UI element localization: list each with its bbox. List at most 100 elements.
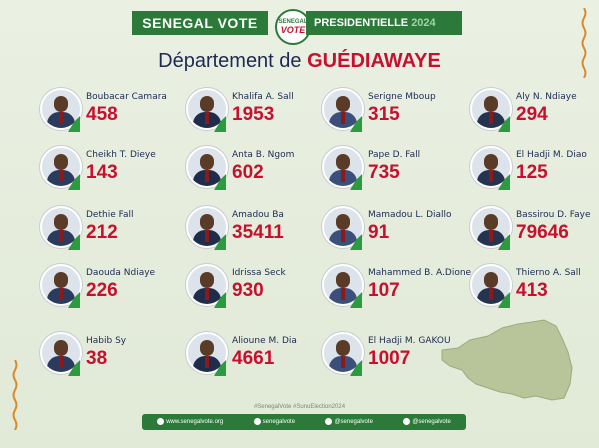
- candidate-votes: 735: [368, 162, 400, 183]
- candidate-votes: 315: [368, 104, 400, 125]
- candidate-photo: [322, 332, 364, 374]
- check-mark-icon: [498, 234, 510, 250]
- candidate-name: El Hadji M. GAKOU: [368, 336, 451, 346]
- check-mark-icon: [350, 360, 362, 376]
- candidate-photo: [186, 146, 228, 188]
- candidate-card: Thierno A. Sall 413: [470, 264, 599, 312]
- check-mark-icon: [498, 116, 510, 132]
- logo-text-bottom: VOTE: [280, 25, 306, 35]
- candidate-name: Dethie Fall: [86, 210, 134, 220]
- check-mark-icon: [350, 116, 362, 132]
- footer-facebook[interactable]: senegalvote: [253, 418, 296, 426]
- candidate-votes: 212: [86, 222, 118, 243]
- candidate-photo: [40, 332, 82, 374]
- candidate-votes: 38: [86, 348, 108, 369]
- candidate-card: Aly N. Ndiaye 294: [470, 88, 599, 136]
- candidate-votes: 35411: [232, 222, 284, 243]
- candidate-name: Pape D. Fall: [368, 150, 421, 160]
- candidate-name: Cheikh T. Dieye: [86, 150, 156, 160]
- candidate-name: Anta B. Ngom: [232, 150, 295, 160]
- footer-website[interactable]: www.senegalvote.org: [157, 418, 224, 426]
- brand-label: SENEGAL VOTE: [132, 11, 268, 35]
- hashtags: #SenegalVote #SunuElection2024: [253, 404, 346, 410]
- candidate-votes: 143: [86, 162, 118, 183]
- candidate-name: Aly N. Ndiaye: [516, 92, 577, 102]
- check-mark-icon: [68, 234, 80, 250]
- candidate-votes: 602: [232, 162, 264, 183]
- candidate-card: Habib Sy 38: [40, 332, 180, 380]
- check-mark-icon: [68, 174, 80, 190]
- candidate-name: El Hadji M. Diao: [516, 150, 587, 160]
- website-text: www.senegalvote.org: [166, 419, 224, 426]
- facebook-text: senegalvote: [262, 419, 296, 426]
- instagram-icon: [325, 418, 333, 426]
- candidate-card: Cheikh T. Dieye 143: [40, 146, 180, 194]
- check-mark-icon: [214, 116, 226, 132]
- candidate-photo: [186, 206, 228, 248]
- footer-bar: www.senegalvote.org senegalvote @senegal…: [142, 414, 466, 430]
- check-mark-icon: [68, 116, 80, 132]
- candidate-name: Mamadou L. Diallo: [368, 210, 452, 220]
- candidate-card: Daouda Ndiaye 226: [40, 264, 180, 312]
- page-title: Département de GUÉDIAWAYE: [0, 50, 599, 73]
- check-mark-icon: [214, 292, 226, 308]
- candidate-name: Mahammed B. A.Dione: [368, 268, 472, 278]
- candidate-card: Mamadou L. Diallo 91: [322, 206, 462, 254]
- candidate-photo: [186, 88, 228, 130]
- globe-icon: [157, 418, 165, 426]
- candidate-votes: 1953: [232, 104, 275, 125]
- candidate-name: Habib Sy: [86, 336, 127, 346]
- candidate-card: Serigne Mboup 315: [322, 88, 462, 136]
- footer-instagram[interactable]: @senegalvote: [325, 418, 373, 426]
- candidate-votes: 107: [368, 280, 400, 301]
- election-label: PRESIDENTIELLE 2024: [306, 11, 462, 35]
- header-banner: SENEGAL VOTE SENEGAL VOTE PRESIDENTIELLE…: [132, 9, 462, 45]
- check-mark-icon: [498, 292, 510, 308]
- candidate-votes: 226: [86, 280, 118, 301]
- senegal-map-icon: [441, 319, 573, 401]
- candidate-card: Pape D. Fall 735: [322, 146, 462, 194]
- candidate-votes: 4661: [232, 348, 275, 369]
- check-mark-icon: [68, 360, 80, 376]
- candidate-card: Boubacar Camara 458: [40, 88, 180, 136]
- candidate-name: Bassirou D. Faye: [516, 210, 591, 220]
- wave-decoration-top-right: [581, 8, 587, 78]
- candidate-card: Idrissa Seck 930: [186, 264, 326, 312]
- candidate-name: Thierno A. Sall: [516, 268, 581, 278]
- check-mark-icon: [214, 174, 226, 190]
- election-name: PRESIDENTIELLE: [314, 17, 409, 29]
- title-prefix: Département de: [158, 50, 302, 72]
- candidate-name: Daouda Ndiaye: [86, 268, 156, 278]
- candidate-photo: [40, 206, 82, 248]
- candidate-votes: 1007: [368, 348, 411, 369]
- candidate-name: Amadou Ba: [232, 210, 284, 220]
- department-name: GUÉDIAWAYE: [307, 50, 441, 72]
- candidate-votes: 125: [516, 162, 548, 183]
- check-mark-icon: [350, 174, 362, 190]
- candidate-card: El Hadji M. Diao 125: [470, 146, 599, 194]
- logo-text-top: SENEGAL: [278, 19, 308, 25]
- candidate-votes: 91: [368, 222, 390, 243]
- candidate-card: Alioune M. Dia 4661: [186, 332, 326, 380]
- footer-twitter[interactable]: @senegalvote: [403, 418, 451, 426]
- candidate-card: Khalifa A. Sall 1953: [186, 88, 326, 136]
- candidate-name: Boubacar Camara: [86, 92, 167, 102]
- check-mark-icon: [68, 292, 80, 308]
- candidate-votes: 294: [516, 104, 548, 125]
- candidate-card: Mahammed B. A.Dione 107: [322, 264, 471, 312]
- instagram-text: @senegalvote: [334, 419, 373, 426]
- candidate-photo: [186, 264, 228, 306]
- check-mark-icon: [214, 360, 226, 376]
- check-mark-icon: [350, 292, 362, 308]
- check-mark-icon: [214, 234, 226, 250]
- candidate-votes: 458: [86, 104, 118, 125]
- candidate-votes: 413: [516, 280, 548, 301]
- candidate-name: Idrissa Seck: [232, 268, 286, 278]
- check-mark-icon: [498, 174, 510, 190]
- candidate-card: Bassirou D. Faye 79646: [470, 206, 599, 254]
- candidate-card: Amadou Ba 35411: [186, 206, 326, 254]
- check-mark-icon: [350, 234, 362, 250]
- candidate-card: Dethie Fall 212: [40, 206, 180, 254]
- candidate-name: Khalifa A. Sall: [232, 92, 294, 102]
